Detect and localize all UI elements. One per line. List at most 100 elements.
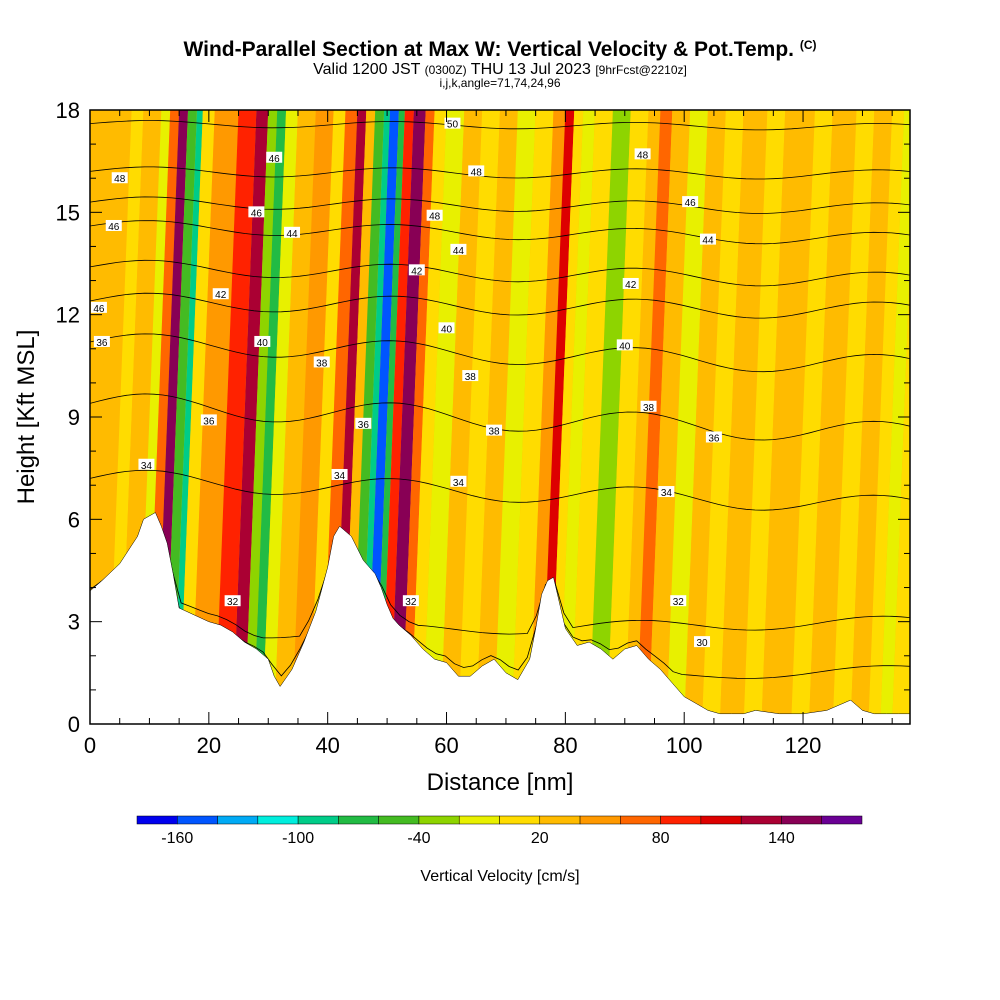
- velocity-band: [648, 110, 691, 724]
- velocity-band: [232, 110, 269, 724]
- velocity-band: [179, 110, 215, 724]
- contour-label-bg: [111, 172, 128, 184]
- velocity-band: [808, 110, 857, 724]
- x-axis-title: Distance [nm]: [427, 769, 574, 796]
- chart-indices: i,j,k,angle=71,74,24,96: [439, 76, 561, 90]
- velocity-band: [173, 110, 203, 724]
- y-tick-label: 6: [68, 507, 80, 532]
- colorbar-swatch: [821, 815, 863, 825]
- chart-subtitle: Valid 1200 JST (0300Z) THU 13 Jul 2023 […: [0, 61, 1000, 79]
- contour-label-bg: [444, 117, 461, 129]
- colorbar-swatch: [297, 815, 339, 825]
- velocity-band: [636, 110, 673, 724]
- y-tick-label: 12: [56, 303, 80, 328]
- velocity-band: [743, 110, 786, 724]
- contour-label: 38: [316, 358, 328, 369]
- y-tick-label: 15: [56, 200, 80, 225]
- theta-contour-line: [90, 259, 910, 287]
- contour-label: 36: [358, 420, 370, 431]
- contour-label: 40: [619, 341, 631, 352]
- y-tick-label: 18: [56, 98, 80, 123]
- contour-label-bg: [426, 209, 443, 221]
- contour-label-bg: [355, 417, 372, 429]
- contour-label-bg: [450, 475, 467, 487]
- terrain-mask: [89, 512, 911, 725]
- colorbar-tick-label: -40: [407, 830, 430, 847]
- contour-label-bg: [331, 468, 348, 480]
- velocity-band: [511, 110, 554, 724]
- colorbar-title: Vertical Velocity [cm/s]: [420, 868, 579, 885]
- colorbar-swatch: [458, 815, 500, 825]
- colorbar-swatch: [740, 815, 782, 825]
- contour-label-bg: [694, 636, 711, 648]
- contour-label: 50: [447, 120, 459, 131]
- colorbar-swatch: [378, 815, 420, 825]
- velocity-band: [458, 110, 500, 724]
- contour-label-bg: [90, 301, 107, 313]
- colorbar-swatch: [257, 815, 299, 825]
- contour-label: 46: [93, 304, 105, 315]
- velocity-band: [624, 110, 661, 724]
- colorbar-swatch: [217, 815, 259, 825]
- contour-label: 48: [114, 174, 126, 185]
- velocity-band: [791, 110, 833, 724]
- contour-label: 46: [269, 154, 281, 165]
- velocity-band: [666, 110, 708, 724]
- colorbar-swatch: [660, 815, 702, 825]
- contour-label: 38: [643, 403, 655, 414]
- contour-label: 34: [141, 461, 153, 472]
- colorbar: -160 -100 -40 20 80 140: [136, 815, 863, 847]
- contour-label-bg: [468, 165, 485, 177]
- velocity-band: [880, 110, 910, 724]
- colorbar-tick-label: -160: [161, 830, 193, 847]
- colorbar-swatch: [338, 815, 379, 825]
- theta-contour-line: [90, 469, 910, 511]
- velocity-band: [381, 110, 414, 724]
- velocity-band: [559, 110, 596, 724]
- velocity-band: [292, 110, 334, 724]
- chart-title-unit: (C): [799, 38, 817, 52]
- velocity-band: [529, 110, 566, 724]
- colorbar-swatch: [499, 815, 541, 825]
- contour-label: 44: [286, 229, 298, 240]
- contour-label: 36: [96, 338, 108, 349]
- contour-label: 44: [453, 246, 465, 257]
- velocity-band: [606, 110, 649, 724]
- chart-title: Wind-Parallel Section at Max W: Vertical…: [0, 38, 1000, 62]
- colorbar-swatch: [177, 815, 218, 825]
- contour-label: 30: [696, 638, 708, 649]
- contour-label: 48: [471, 167, 483, 178]
- velocity-band: [244, 110, 278, 724]
- velocity-band: [214, 110, 257, 724]
- velocity-band: [440, 110, 483, 724]
- velocity-band: [850, 110, 893, 724]
- contour-label-bg: [462, 370, 479, 382]
- colorbar-tick-label: 140: [768, 830, 795, 847]
- contour-label: 46: [685, 198, 697, 209]
- colorbar-swatch: [620, 815, 661, 825]
- contour-label: 38: [488, 427, 500, 438]
- contour-label-bg: [640, 400, 657, 412]
- velocity-band: [684, 110, 726, 724]
- contour-label-bg: [486, 424, 503, 436]
- contour-label-bg: [248, 206, 265, 218]
- velocity-band: [390, 110, 426, 724]
- x-tick-label: 60: [434, 733, 458, 758]
- contour-label: 38: [465, 372, 477, 383]
- velocity-band: [401, 110, 435, 724]
- contour-label-bg: [313, 356, 330, 368]
- theta-contour-line: [90, 196, 910, 214]
- contour-label-bg: [212, 288, 229, 300]
- colorbar-swatch: [136, 815, 178, 825]
- contour-label: 34: [661, 488, 673, 499]
- contour-label: 42: [215, 290, 227, 301]
- y-tick-label: 9: [68, 405, 80, 430]
- contour-labels: 48 46 46 36 34 46 46 44 42 40 38 36 34 32 36 50 48 48 44 42…: [90, 117, 722, 649]
- contour-label-bg: [105, 219, 122, 231]
- y-tick-label: 3: [68, 610, 80, 635]
- contour-label: 32: [227, 597, 239, 608]
- x-tick-label: 20: [197, 733, 221, 758]
- contour-label: 32: [405, 597, 417, 608]
- contour-label: 40: [257, 338, 269, 349]
